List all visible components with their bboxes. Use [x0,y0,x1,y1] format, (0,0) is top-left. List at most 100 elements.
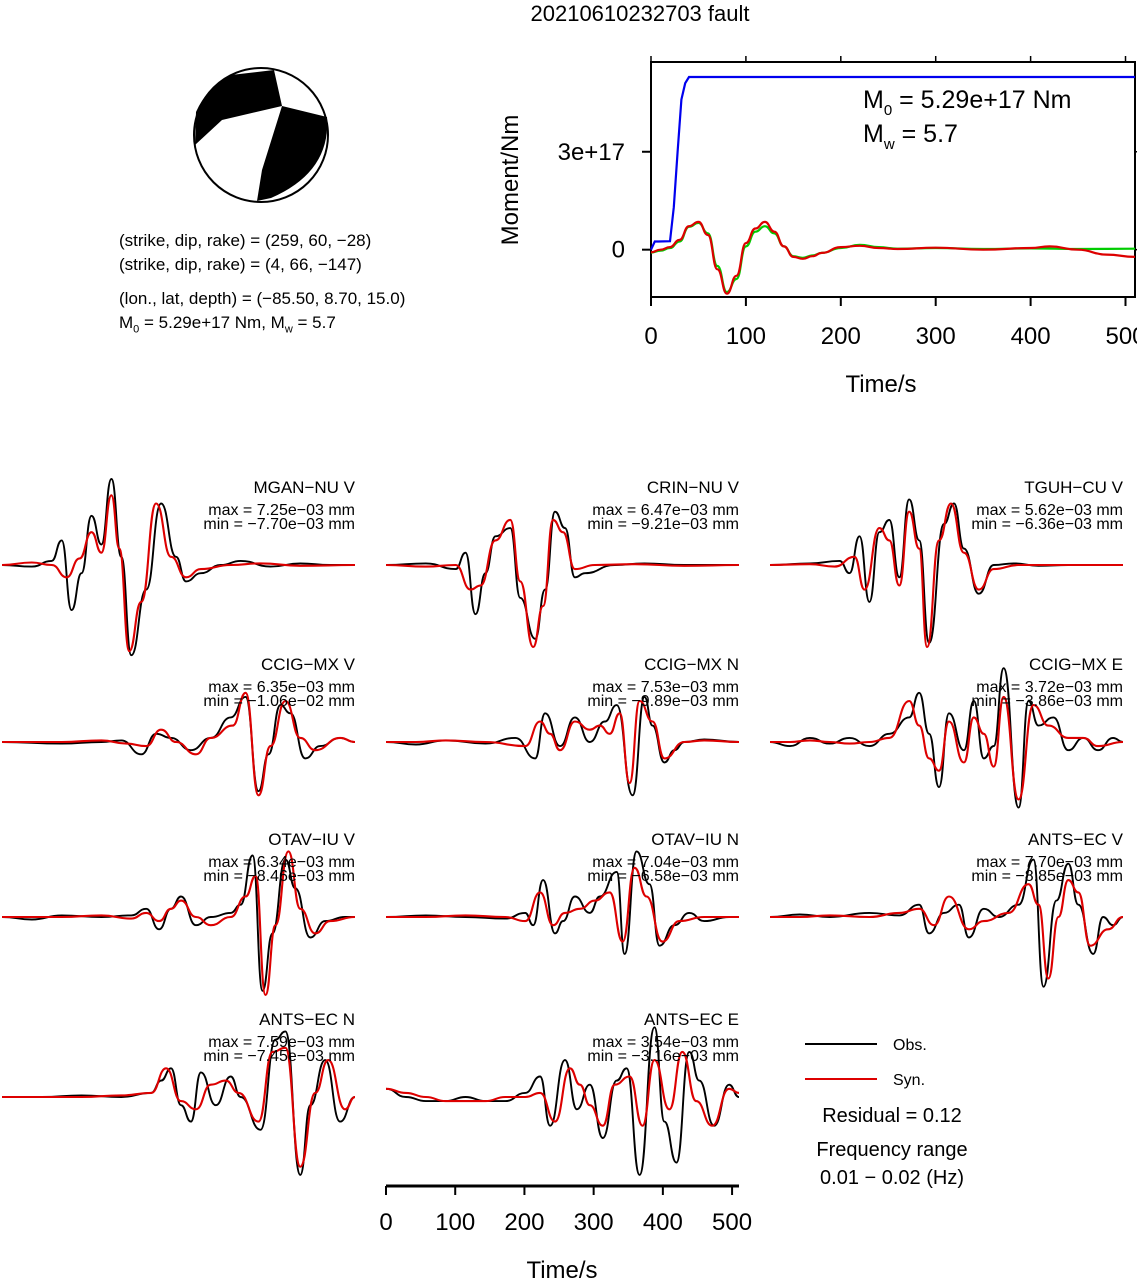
moment-x-tick-label: 400 [1011,323,1051,350]
station-min-amplitude: min = −9.21e−03 mm [587,516,739,533]
figure-title: 20210610232703 fault [531,1,750,26]
annotation-m0-subscript: 0 [884,102,892,119]
station-label: ANTS−EC E [644,1010,739,1029]
observed-waveform [1,695,356,793]
moment-x-axis: 0 100 200 300 400 500 [644,56,1137,350]
legend-obs-label: Obs. [893,1037,927,1054]
station-min-amplitude: min = −7.70e−03 mm [203,516,355,533]
moment-plot-frame [650,61,1136,298]
station-label: CCIG−MX V [261,655,356,674]
waveform-time-axis: Time/s 0 100 200 300 400 500 [379,1184,752,1281]
moment-x-label: Time/s [845,371,916,398]
moment-y-label: Moment/Nm [497,115,524,246]
synthetic-waveform [770,879,1124,980]
station-min-amplitude: min = −6.58e−03 mm [587,868,739,885]
waveform-x-tick-label: 400 [643,1209,683,1236]
waveform-x-tick-label: 500 [712,1209,752,1236]
station-label: TGUH−CU V [1024,478,1123,497]
beachball [193,67,329,203]
synthetic-waveform [2,1046,356,1168]
synthetic-waveform [385,1050,740,1127]
station-max-amplitude: max = 3.72e−03 mm [976,679,1123,696]
station-max-amplitude: max = 6.47e−03 mm [592,502,739,519]
moment-annotation-m0: M0 = 5.29e+17 Nm [863,86,1071,119]
synthetic-waveform [385,699,740,785]
station-min-amplitude: min = −8.85e−03 mm [971,868,1123,885]
m0-subscript: 0 [133,323,140,336]
moment-series-line [650,221,1136,294]
observed-waveform [769,667,1124,809]
hypocenter-location: (lon., lat, depth) = (−85.50, 8.70, 15.0… [119,289,406,308]
moment-y-axis: 0 3e+17 [558,139,1137,264]
station-max-amplitude: max = 3.54e−03 mm [592,1034,739,1051]
station-min-amplitude: min = −9.89e−03 mm [587,693,739,710]
synthetic-waveform [2,850,356,996]
mw-subscript: w [284,323,293,336]
station-label: OTAV−IU V [268,830,355,849]
station-label: ANTS−EC N [259,1010,355,1029]
station-max-amplitude: max = 5.62e−03 mm [976,502,1123,519]
residual-label: Residual = 0.12 [822,1105,962,1127]
station-min-amplitude: min = −3.16e−03 mm [587,1048,739,1065]
synthetic-waveform [385,518,740,649]
synthetic-waveform [386,866,739,943]
moment-rate-plot: 0 100 200 300 400 500 0 3e+17 Time/s Moment/Nm… [497,56,1137,398]
moment-series [650,75,1136,295]
station-label: OTAV−IU N [651,830,739,849]
station-label: CCIG−MX N [644,655,739,674]
moment-series-line [650,75,1135,251]
observed-waveform [1,477,355,657]
beachball-compression-north [195,70,282,145]
moment-series-line [650,220,1136,295]
waveform-x-tick-label: 0 [379,1209,392,1236]
annotation-mw-value: = 5.7 [895,120,958,148]
waveform-x-label: Time/s [526,1257,597,1281]
station-max-amplitude: max = 7.25e−03 mm [208,502,355,519]
synthetic-waveform [1,494,356,653]
station-label: MGAN−NU V [253,478,355,497]
annotation-mw-symbol: M [863,120,884,148]
legend: Obs. Syn. [805,1037,927,1089]
frequency-range-label: Frequency range [816,1139,967,1161]
beachball-compression-south [257,106,328,201]
moment-x-tick-label: 100 [726,323,766,350]
station-min-amplitude: min = −7.45e−03 mm [203,1048,355,1065]
nodal-plane-2: (strike, dip, rake) = (4, 66, −147) [119,255,362,274]
synthetic-waveform [1,691,356,797]
station-max-amplitude: max = 6.34e−03 mm [208,854,355,871]
moment-x-tick-label: 0 [644,323,657,350]
beachball-outline [193,67,329,203]
station-label: CRIN−NU V [647,478,740,497]
moment-x-tick-label: 300 [916,323,956,350]
m0-symbol: M [119,313,134,332]
moment-x-tick-label: 200 [821,323,861,350]
annotation-m0-symbol: M [863,86,884,114]
moment-x-tick-label: 500 [1105,323,1137,350]
moment-y-tick-label: 0 [612,237,625,264]
nodal-plane-1: (strike, dip, rake) = (259, 60, −28) [119,231,372,250]
station-max-amplitude: max = 7.04e−03 mm [592,854,739,871]
synthetic-waveform [769,695,1124,801]
station-label: ANTS−EC V [1028,830,1124,849]
observed-waveform [385,695,740,797]
mw-value: = 5.7 [292,313,336,332]
waveform-x-tick-label: 200 [504,1209,544,1236]
station-min-amplitude: min = −6.36e−03 mm [971,516,1123,533]
frequency-range-value: 0.01 − 0.02 (Hz) [820,1167,964,1189]
station-max-amplitude: max = 7.70e−03 mm [976,854,1123,871]
legend-syn-label: Syn. [893,1072,925,1089]
